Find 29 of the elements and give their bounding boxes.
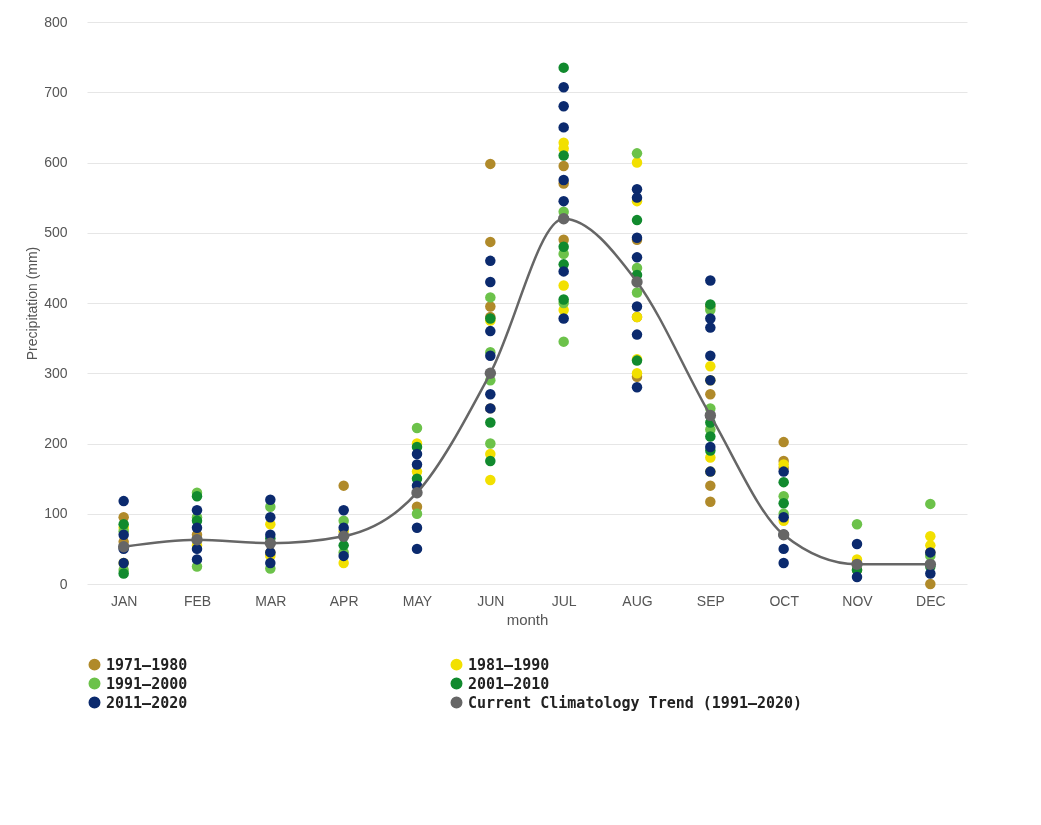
x-tick-label: OCT <box>769 592 800 609</box>
y-tick-label: 500 <box>44 224 68 241</box>
x-axis-title: month <box>506 610 549 628</box>
x-tick-label: JAN <box>110 592 138 609</box>
y-tick-label: 700 <box>44 83 68 100</box>
x-tick-label: JUN <box>477 592 505 609</box>
legend-label: 2011–2020 <box>106 693 188 712</box>
x-tick-label: APR <box>329 592 359 609</box>
y-tick-label: 300 <box>44 364 68 381</box>
x-tick-label: NOV <box>842 592 874 609</box>
x-tick-label: AUG <box>622 592 653 609</box>
y-tick-label: 100 <box>44 505 68 522</box>
x-tick-label: FEB <box>183 592 212 609</box>
x-tick-label: DEC <box>916 592 946 609</box>
y-tick-label: 800 <box>44 13 68 30</box>
legend-label: 1991–2000 <box>106 674 188 693</box>
x-tick-label: JUL <box>551 592 577 609</box>
legend-label: 2001–2010 <box>468 674 550 693</box>
y-tick-label: 0 <box>59 575 68 592</box>
y-tick-label: 600 <box>44 154 68 170</box>
legend-label: 1971–1980 <box>106 655 188 674</box>
y-tick-label: 400 <box>44 294 68 311</box>
x-tick-label: MAR <box>255 592 287 609</box>
y-tick-label: 200 <box>44 435 68 451</box>
x-tick-label: SEP <box>696 592 725 609</box>
y-axis-title: Precipitation (mm) <box>24 246 41 361</box>
legend-label: 1981–1990 <box>468 655 550 674</box>
legend-label: Current Climatology Trend (1991–2020) <box>468 693 803 712</box>
x-tick-label: MAY <box>402 592 433 609</box>
